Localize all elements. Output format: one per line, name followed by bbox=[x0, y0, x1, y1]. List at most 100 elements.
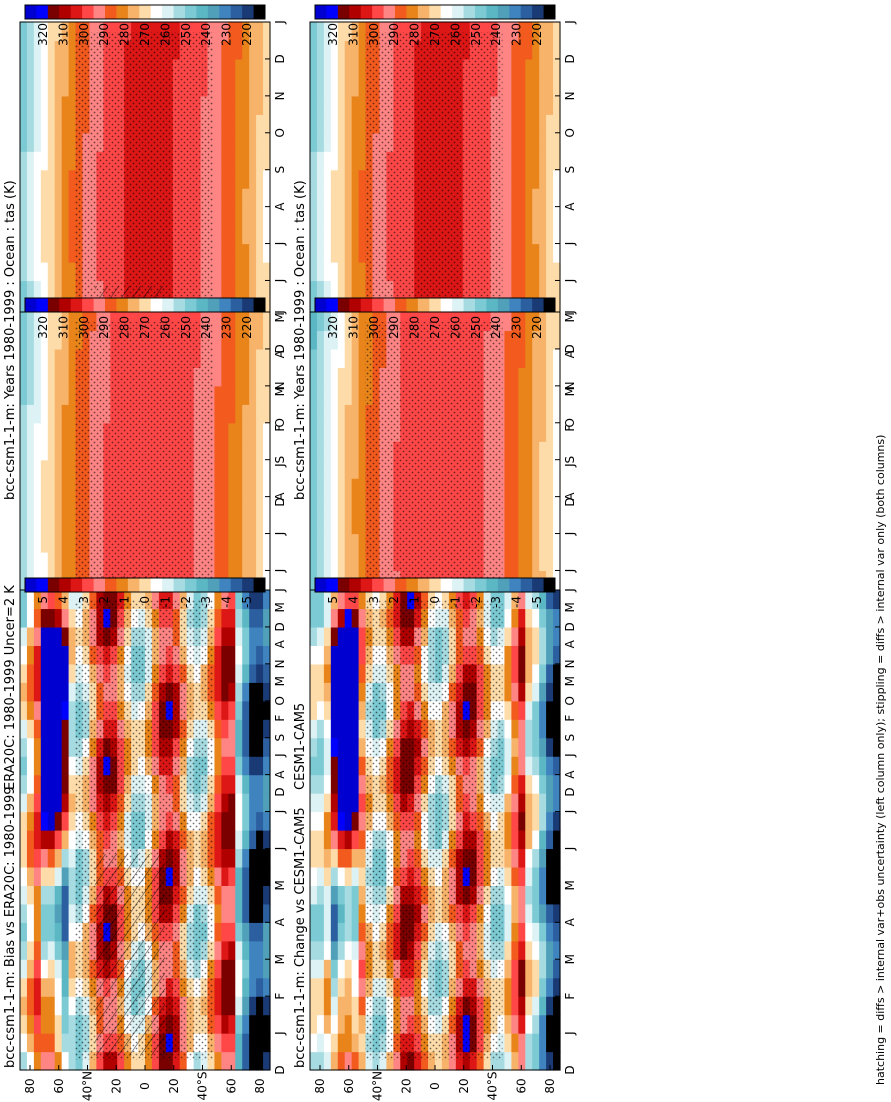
field-cell bbox=[61, 515, 70, 535]
colorbar-swatch bbox=[59, 5, 72, 19]
field-cell bbox=[518, 533, 526, 553]
field-cell bbox=[242, 1051, 250, 1071]
field-cell bbox=[172, 1051, 181, 1071]
x-tick-label: D bbox=[563, 787, 577, 796]
field-cell bbox=[228, 645, 236, 665]
field-cell bbox=[256, 885, 264, 905]
field-cell bbox=[33, 682, 42, 702]
field-cell bbox=[256, 404, 264, 424]
field-cell bbox=[476, 312, 485, 332]
field-cell bbox=[263, 496, 271, 516]
field-cell bbox=[33, 1033, 42, 1053]
field-cell bbox=[310, 225, 318, 245]
x-tick-label: D bbox=[273, 787, 287, 796]
field-cell bbox=[323, 385, 332, 405]
field-cell bbox=[242, 737, 250, 757]
field-cell bbox=[358, 515, 367, 535]
field-cell bbox=[228, 848, 236, 868]
colorbar-swatch bbox=[452, 298, 464, 312]
field-cell bbox=[26, 959, 35, 979]
field-cell bbox=[221, 459, 229, 479]
field-cell bbox=[553, 312, 561, 332]
field-cell bbox=[131, 22, 139, 42]
field-cell bbox=[344, 422, 353, 442]
field-cell bbox=[242, 977, 250, 997]
field-cell bbox=[518, 515, 526, 535]
field-cell bbox=[33, 626, 42, 646]
field-cell bbox=[337, 262, 346, 282]
field-cell bbox=[47, 330, 56, 350]
field-cell bbox=[249, 459, 257, 479]
field-cell bbox=[228, 206, 236, 226]
field-cell bbox=[33, 533, 42, 553]
field-cell bbox=[249, 515, 257, 535]
field-cell bbox=[214, 866, 222, 886]
field-cell bbox=[242, 77, 250, 97]
field-cell bbox=[249, 608, 257, 628]
field-cell bbox=[54, 132, 63, 152]
field-cell bbox=[235, 608, 243, 628]
field-cell bbox=[40, 682, 49, 702]
field-cell bbox=[532, 515, 540, 535]
field-cell bbox=[316, 169, 325, 189]
field-cell bbox=[256, 645, 264, 665]
field-cell bbox=[47, 700, 56, 720]
field-cell bbox=[256, 478, 264, 498]
field-cell bbox=[228, 225, 236, 245]
field-cell bbox=[228, 756, 236, 776]
field-cell bbox=[256, 515, 264, 535]
field-cell bbox=[351, 58, 360, 78]
x-tick-label: J bbox=[273, 753, 287, 758]
field-cell bbox=[221, 1014, 229, 1034]
field-cell bbox=[358, 58, 367, 78]
field-cell bbox=[47, 885, 56, 905]
field-cell bbox=[448, 22, 457, 42]
field-cell bbox=[256, 280, 264, 300]
field-cell bbox=[40, 590, 49, 610]
colorbar-swatch bbox=[463, 5, 476, 19]
colorbar-swatch bbox=[509, 5, 522, 19]
field-cell bbox=[61, 188, 70, 208]
field-cell bbox=[518, 169, 526, 189]
field-cell bbox=[316, 262, 325, 282]
field-cell bbox=[47, 77, 56, 97]
field-cell bbox=[518, 262, 526, 282]
field-cell bbox=[504, 40, 512, 60]
field-cell bbox=[68, 496, 77, 516]
field-cell bbox=[532, 114, 540, 134]
field-cell bbox=[242, 114, 250, 134]
field-cell bbox=[228, 533, 236, 553]
field-cell bbox=[242, 243, 250, 263]
x-tick-label: D bbox=[273, 344, 287, 353]
field-cell bbox=[242, 959, 250, 979]
field-cell bbox=[249, 793, 257, 813]
field-cell bbox=[214, 885, 222, 905]
field-cell bbox=[40, 58, 49, 78]
field-cell bbox=[476, 22, 485, 42]
field-cell bbox=[323, 225, 332, 245]
field-cell bbox=[525, 404, 533, 424]
field-cell bbox=[249, 1014, 257, 1034]
x-tick-label: M bbox=[563, 676, 577, 686]
field-cell bbox=[54, 422, 63, 442]
field-cell bbox=[221, 262, 229, 282]
field-cell bbox=[54, 515, 63, 535]
field-cell bbox=[372, 22, 381, 42]
field-cell bbox=[351, 422, 360, 442]
field-cell bbox=[33, 95, 42, 115]
field-cell bbox=[316, 385, 325, 405]
field-cell bbox=[249, 132, 257, 152]
field-cell bbox=[40, 330, 49, 350]
field-cell bbox=[33, 441, 42, 461]
field-cell bbox=[553, 188, 561, 208]
field-cell bbox=[249, 885, 257, 905]
field-cell bbox=[263, 645, 271, 665]
colorbar-swatch bbox=[497, 5, 510, 19]
field-cell bbox=[221, 996, 229, 1016]
field-cell bbox=[228, 312, 236, 332]
field-cell bbox=[235, 719, 243, 739]
field-cell bbox=[511, 188, 519, 208]
field-cell bbox=[242, 22, 250, 42]
field-cell bbox=[351, 441, 360, 461]
field-cell bbox=[525, 151, 533, 171]
